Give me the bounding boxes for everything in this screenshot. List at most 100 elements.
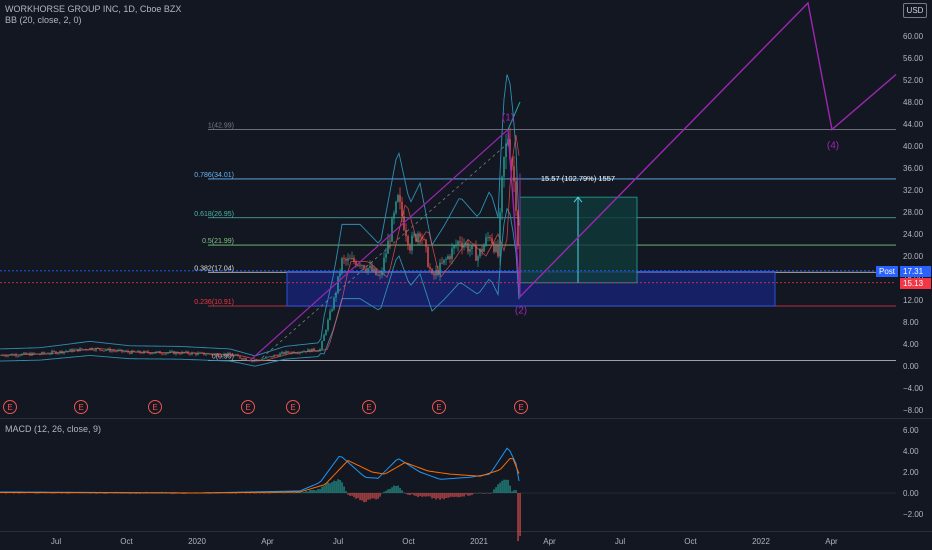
- candle-body: [433, 273, 435, 276]
- candle-body: [435, 269, 437, 276]
- candle-body: [237, 354, 239, 357]
- symbol-title[interactable]: WORKHORSE GROUP INC, 1D, Cboe BZX: [5, 4, 182, 14]
- macd-histogram-bar: [397, 485, 399, 493]
- candle-body: [335, 292, 337, 298]
- candle-body: [159, 351, 161, 354]
- candle-body: [323, 334, 325, 341]
- candle-body: [1, 354, 3, 356]
- candle-body: [471, 244, 473, 250]
- candle-body: [199, 352, 201, 354]
- macd-histogram-bar: [17, 493, 19, 494]
- candle-body: [437, 269, 439, 275]
- candle-body: [61, 350, 63, 354]
- candle-body: [299, 352, 301, 354]
- candle-body: [101, 349, 103, 351]
- candle-body: [413, 234, 415, 236]
- macd-histogram-bar: [269, 493, 271, 494]
- candle-body: [517, 210, 519, 246]
- macd-histogram-bar: [325, 483, 327, 493]
- macd-tick-label: −2.00: [903, 510, 924, 519]
- macd-histogram-bar: [401, 490, 403, 493]
- macd-histogram-bar: [291, 492, 293, 493]
- candle-body: [457, 241, 459, 246]
- macd-histogram-bar: [303, 491, 305, 493]
- macd-histogram-bar: [461, 493, 463, 497]
- candle-body: [221, 356, 223, 357]
- macd-histogram-bar: [259, 492, 261, 494]
- price-tick-label: 32.00: [903, 186, 924, 195]
- macd-histogram-bar: [373, 493, 375, 499]
- candle-body: [139, 350, 141, 353]
- bb-indicator-label[interactable]: BB (20, close, 2, 0): [5, 15, 82, 25]
- candle-body: [275, 355, 277, 356]
- macd-histogram-bar: [61, 493, 63, 494]
- candle-body: [453, 245, 455, 249]
- candle-body: [295, 353, 297, 354]
- macd-histogram-bar: [425, 493, 427, 497]
- macd-histogram-bar: [517, 493, 519, 542]
- candle-body: [31, 352, 33, 356]
- candle-body: [503, 157, 505, 177]
- macd-histogram-bar: [231, 493, 233, 494]
- macd-histogram-bar: [421, 493, 423, 497]
- candle-body: [55, 351, 57, 354]
- candle-body: [125, 351, 127, 352]
- macd-histogram-bar: [19, 493, 21, 494]
- macd-histogram-bar: [311, 489, 313, 493]
- wave-1-label: (1): [502, 113, 514, 124]
- candle-body: [69, 349, 71, 351]
- candle-body: [511, 159, 513, 167]
- time-axis-label: Oct: [120, 537, 133, 546]
- candle-body: [253, 360, 255, 362]
- macd-histogram-bar: [485, 492, 487, 494]
- candle-body: [385, 253, 387, 258]
- macd-histogram-bar: [385, 490, 387, 493]
- candle-body: [317, 351, 319, 352]
- macd-histogram-bar: [497, 484, 499, 493]
- macd-histogram-bar: [441, 493, 443, 499]
- macd-histogram-bar: [129, 493, 131, 494]
- candle-body: [87, 349, 89, 351]
- macd-histogram-bar: [409, 493, 411, 496]
- candle-body: [123, 351, 125, 353]
- candle-body: [281, 352, 283, 354]
- candle-body: [371, 265, 373, 272]
- macd-histogram-bar: [369, 493, 371, 500]
- candle-body: [269, 356, 271, 357]
- macd-histogram-bar: [405, 493, 407, 494]
- macd-histogram-bar: [491, 492, 493, 494]
- candle-body: [133, 350, 135, 352]
- candle-body: [309, 349, 311, 353]
- candle-body: [113, 350, 115, 352]
- candle-body: [149, 352, 151, 354]
- candle-body: [229, 353, 231, 355]
- candle-body: [425, 239, 427, 247]
- macd-histogram-bar: [139, 493, 141, 494]
- candle-body: [339, 273, 341, 277]
- macd-histogram-bar: [511, 491, 513, 493]
- candle-body: [155, 351, 157, 354]
- candle-body: [211, 354, 213, 356]
- candle-body: [7, 355, 9, 357]
- candle-body: [193, 352, 195, 354]
- candle-body: [463, 244, 465, 248]
- price-tick-label: 36.00: [903, 164, 924, 173]
- candle-body: [187, 351, 189, 354]
- candle-body: [445, 259, 447, 260]
- candle-body: [215, 353, 217, 355]
- candle-body: [279, 353, 281, 357]
- candle-body: [249, 360, 251, 362]
- macd-histogram-bar: [449, 493, 451, 498]
- macd-histogram-bar: [395, 486, 397, 493]
- candle-body: [239, 356, 241, 359]
- macd-indicator-label[interactable]: MACD (12, 26, close, 9): [5, 424, 102, 434]
- currency-badge[interactable]: USD: [903, 3, 927, 18]
- candle-body: [455, 245, 457, 247]
- candle-body: [355, 261, 357, 266]
- macd-histogram-bar: [319, 489, 321, 493]
- fib-level-label: 1(42.99): [208, 123, 234, 130]
- candle-body: [287, 351, 289, 353]
- candle-body: [223, 354, 225, 357]
